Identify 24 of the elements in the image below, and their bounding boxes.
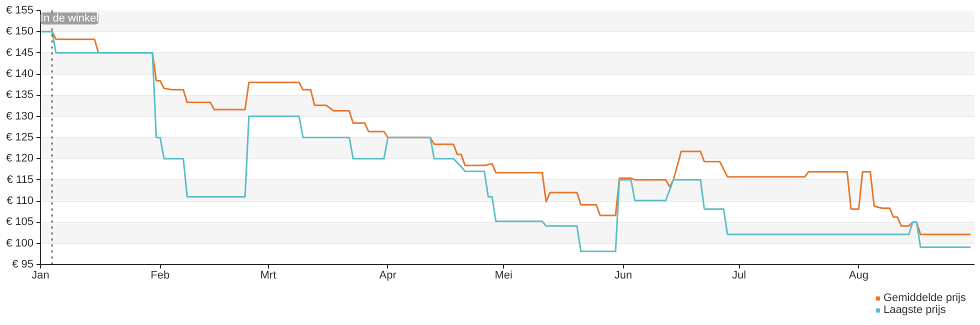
y-tick-label: € 155 [6, 4, 34, 16]
y-tick-label: € 100 [6, 237, 34, 250]
y-tick-label: € 105 [6, 216, 34, 228]
x-tick-label: Aug [848, 270, 869, 282]
y-tick-label: € 125 [6, 132, 34, 144]
x-tick-label: Feb [150, 270, 170, 282]
y-tick-label: € 145 [6, 46, 34, 59]
x-tick-label: Jan [32, 270, 50, 282]
x-tick-label: Mei [494, 270, 513, 282]
y-tick-label: € 115 [6, 174, 34, 186]
ref-line-label: In de winkel [40, 12, 99, 24]
y-tick-label: € 140 [6, 68, 34, 80]
y-tick-label: € 95 [12, 258, 34, 270]
y-tick-label: € 135 [6, 89, 34, 102]
x-tick-label: Jun [614, 270, 632, 282]
x-tick-label: Jul [732, 270, 746, 282]
y-tick-label: € 110 [6, 195, 34, 207]
y-tick-label: € 130 [6, 110, 34, 122]
legend-label: Laagste prijs [883, 304, 946, 316]
x-tick-label: Mrt [260, 270, 276, 282]
y-tick-label: € 150 [6, 26, 34, 38]
y-tick-label: € 120 [6, 152, 34, 165]
x-tick-label: Apr [379, 270, 397, 282]
legend-label: Gemiddelde prijs [883, 292, 966, 304]
